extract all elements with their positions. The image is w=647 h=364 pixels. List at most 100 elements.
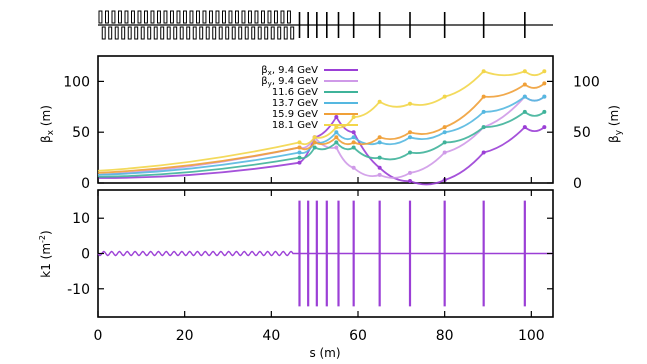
undulator-magnet-upper [248,10,252,24]
undulator-magnet-upper [254,10,259,24]
beta-series-point [297,145,302,150]
beta-series-point [481,125,486,130]
legend-label: 13.7 GeV [272,98,318,109]
undulator-magnet-lower [244,26,249,40]
beta-series-point [408,135,412,140]
undulator-magnet-lower [153,26,158,40]
undulator-magnet-lower [231,26,236,40]
undulator-magnet-lower [290,26,295,40]
beta-series-point [481,109,486,114]
beta-y-axis-label: βy (m) [607,105,624,143]
x-ticks: 0 20 40 60 80 100 [94,177,545,344]
undulator-magnet-upper [150,10,155,24]
beta-series-point [312,145,317,150]
beta-series-point [442,130,447,135]
beta-series-point [377,99,382,104]
beta-series-point [442,150,447,155]
undulator-magnet-lower [212,26,217,40]
beta-series-point [522,125,527,130]
k1-y-tick-label: 10 [72,211,90,227]
k1-y-ticks: -10 0 10 [67,211,553,298]
undulator-magnet-lower [173,26,178,40]
x-tick-label: 80 [436,328,454,344]
k1-baseline [97,250,553,257]
beta-series-point [542,109,547,114]
undulator-magnet-upper [228,10,233,24]
beta-series-point [312,140,317,145]
legend-label: βx, 9.4 GeV [261,65,318,77]
beta-series-point [334,130,339,135]
undulator-magnet-upper [215,10,220,24]
undulator-magnet-upper [287,10,291,24]
beta-y-tick-label-right: 50 [573,125,591,141]
beta-y-tick-label-left: 0 [81,176,90,192]
undulator-magnet-lower [166,26,171,40]
x-axis-label: s (m) [309,346,340,360]
x-tick-label: 100 [518,328,545,344]
beta-series-point [481,150,486,155]
undulator-magnet-lower [205,26,210,40]
beta-series-point [408,130,412,135]
undulator-magnet-lower [134,26,139,40]
undulator-magnet-upper [105,10,109,24]
undulator-magnet-upper [111,10,116,24]
undulator-magnet-upper [241,10,246,24]
beta-series-point [334,125,339,130]
undulator-magnet-upper [124,10,129,24]
beta-series-point [442,140,447,145]
beta-series-point [377,172,382,177]
undulator-magnet-lower [160,26,165,40]
undulator-magnet-upper [144,10,148,24]
beta-series-line [97,70,545,172]
legend-label: βy, 9.4 GeV [261,76,318,88]
undulator-magnet-lower [121,26,126,40]
beta-series-point [351,165,356,170]
beta-series-point [442,94,447,99]
beta-series-point [377,140,382,145]
beta-series-point [377,135,382,140]
beta-series-point [408,150,412,155]
undulator-magnet-lower [225,26,230,40]
k1-marks [97,200,553,307]
undulator-magnet-upper [196,10,200,24]
beta-series-point [542,81,547,86]
k1-y-tick-label: -10 [67,282,90,298]
beta-series-point [334,135,339,140]
beta-series-point [351,145,356,150]
undulator-magnet-lower [264,26,269,40]
beta-series-point [351,114,356,119]
beta-y-tick-label-right: 0 [573,176,582,192]
k1-panel: -10 0 10 0 20 40 60 80 100 k1 (m-2) s (m) [38,177,554,360]
undulator-magnet-lower [257,26,262,40]
undulator-magnet-upper [202,10,207,24]
legend-label: 11.6 GeV [272,87,318,98]
beta-series-point [442,125,447,130]
undulator-magnet-lower [114,26,119,40]
beta-series-point [297,155,302,160]
beta-series-point [334,114,339,119]
undulator-magnet-lower [127,26,132,40]
beta-series-point [522,94,527,99]
beta-series-point [408,101,412,106]
beta-y-tick-label-right: 100 [573,74,600,90]
undulator-magnet-upper [137,10,142,24]
x-tick-label: 60 [349,328,367,344]
beta-series-point [334,140,339,145]
x-tick-label: 20 [176,328,194,344]
legend-label: 18.1 GeV [272,120,318,131]
beta-series-point [481,94,486,99]
undulator-magnet-upper [131,10,135,24]
beta-series-point [408,178,412,183]
undulator-magnet-lower [199,26,204,40]
undulator-magnet-upper [157,10,161,24]
undulator-magnet-upper [118,10,122,24]
beta-series-point [408,170,412,175]
undulator-magnet-lower [179,26,184,40]
beta-series-point [297,160,302,165]
undulator-magnet-lower [186,26,191,40]
x-tick-label: 0 [94,328,103,344]
undulator-magnet-upper [189,10,194,24]
